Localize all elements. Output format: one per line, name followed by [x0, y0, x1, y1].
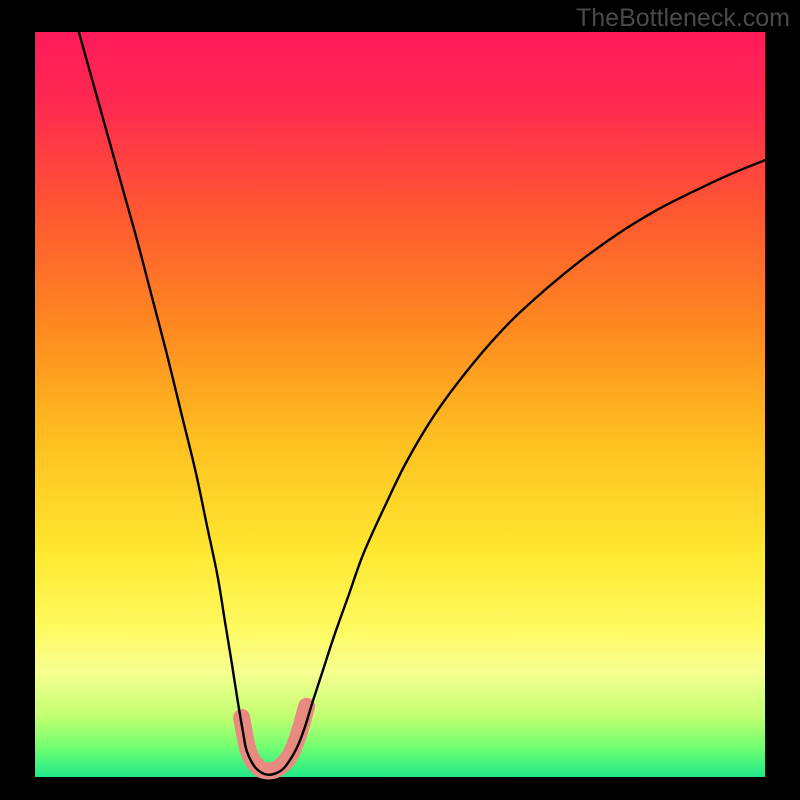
chart-container: TheBottleneck.com [0, 0, 800, 800]
bottleneck-chart [0, 0, 800, 800]
plot-background [35, 32, 765, 777]
watermark-text: TheBottleneck.com [576, 4, 790, 33]
